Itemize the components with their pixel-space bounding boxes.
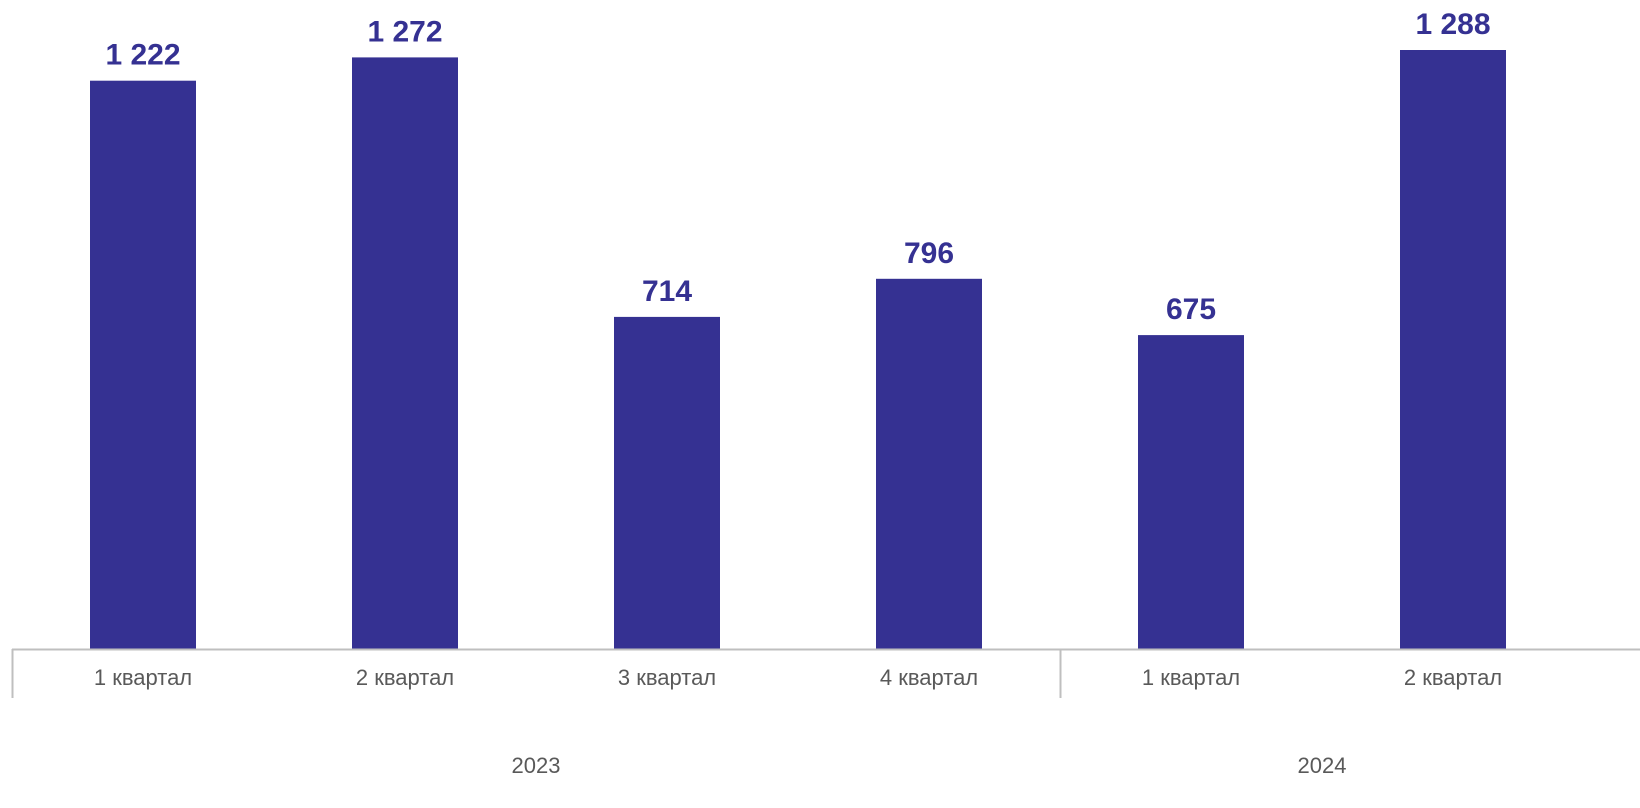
x-axis bbox=[11, 648, 1640, 698]
x-tick-label: 3 квартал bbox=[618, 665, 716, 690]
bars-layer bbox=[90, 50, 1506, 649]
bar bbox=[352, 57, 458, 649]
bar bbox=[614, 316, 720, 649]
x-tick-label: 4 квартал bbox=[880, 665, 978, 690]
x-tick-label: 2 квартал bbox=[356, 665, 454, 690]
bar-value-label: 1 288 bbox=[1415, 8, 1490, 41]
bar bbox=[1138, 335, 1244, 649]
bar bbox=[90, 80, 196, 649]
group-labels-layer: 2023 2024 bbox=[512, 753, 1347, 778]
bar-value-label: 675 bbox=[1166, 293, 1216, 326]
bar-value-label: 1 272 bbox=[367, 15, 442, 48]
bar bbox=[1400, 50, 1506, 649]
bar-value-label: 1 222 bbox=[105, 39, 180, 72]
x-tick-label: 1 квартал bbox=[94, 665, 192, 690]
bar-value-label: 796 bbox=[904, 237, 954, 270]
bar-value-label: 714 bbox=[642, 275, 692, 308]
group-label: 2024 bbox=[1298, 753, 1347, 778]
x-tick-label: 2 квартал bbox=[1404, 665, 1502, 690]
group-label: 2023 bbox=[512, 753, 561, 778]
x-tick-labels-layer: 1 квартал 2 квартал 3 квартал 4 квартал 1 кв… bbox=[94, 665, 1502, 690]
x-tick-label: 1 квартал bbox=[1142, 665, 1240, 690]
bar bbox=[876, 278, 982, 649]
value-labels-layer: 1 222 1 272 714 796 675 1 288 bbox=[105, 8, 1490, 326]
